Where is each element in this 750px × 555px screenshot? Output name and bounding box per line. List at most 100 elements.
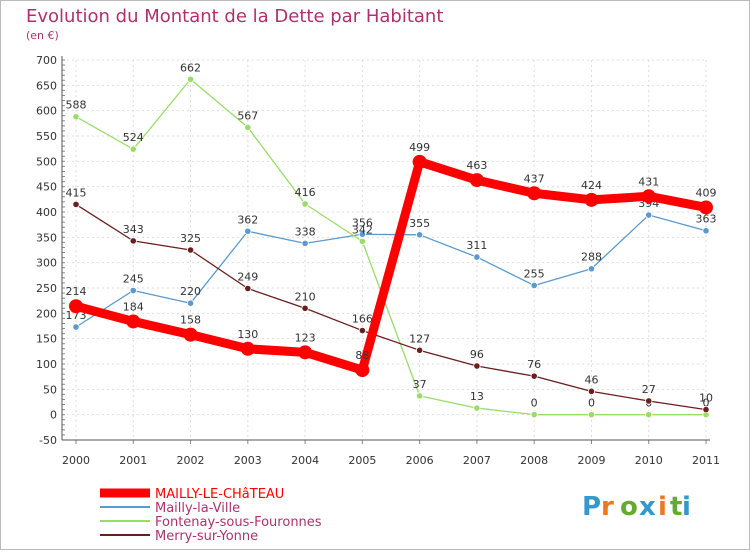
plot-area: -500501001502002503003504004505005506006… (36, 54, 720, 467)
data-point (72, 323, 80, 331)
x-tick-label: 2007 (463, 454, 491, 467)
logo-letter: i (658, 492, 667, 522)
data-label: 409 (696, 186, 717, 199)
data-label: 214 (66, 285, 87, 298)
y-tick-label: -50 (39, 434, 57, 447)
series-line (75, 214, 707, 328)
data-label: 158 (180, 314, 201, 327)
data-point (244, 284, 252, 293)
data-point (527, 186, 542, 201)
legend-label: MAILLY-LE-CHâTEAU (155, 487, 284, 502)
data-label: 325 (180, 232, 201, 245)
data-point (358, 326, 366, 335)
logo-letter: r (601, 492, 614, 522)
data-label: 37 (413, 378, 427, 391)
logo-letter: P (582, 492, 601, 522)
y-tick-label: 300 (36, 257, 57, 270)
data-label: 76 (527, 358, 541, 371)
data-label: 499 (409, 141, 430, 154)
data-label: 27 (642, 383, 656, 396)
series-line (75, 78, 707, 416)
data-label: 96 (470, 348, 484, 361)
legend: MAILLY-LE-CHâTEAUMailly-la-VilleFontenay… (100, 487, 322, 544)
data-label: 524 (123, 131, 144, 144)
data-label: 210 (295, 290, 316, 303)
data-point (240, 341, 255, 356)
data-point (358, 230, 366, 238)
data-point (530, 372, 538, 380)
chart-subtitle: (en €) (26, 29, 59, 42)
data-point (355, 363, 370, 378)
data-point (186, 75, 195, 83)
data-label: 255 (524, 267, 545, 280)
data-label: 424 (581, 179, 602, 192)
series-line (75, 203, 707, 411)
y-tick-label: 50 (43, 383, 57, 396)
data-label: 88 (355, 349, 369, 362)
y-tick-label: 150 (36, 333, 57, 346)
data-label: 184 (123, 300, 144, 313)
logo-letter: t (670, 492, 682, 522)
x-tick-label: 2008 (520, 454, 548, 467)
data-label: 463 (466, 159, 487, 172)
x-tick-label: 2006 (406, 454, 434, 467)
data-label: 249 (237, 271, 258, 284)
y-tick-label: 100 (36, 358, 57, 371)
legend-label: Merry-sur-Yonne (155, 529, 258, 544)
data-point (645, 411, 653, 419)
data-point (473, 404, 481, 412)
x-tick-label: 2011 (692, 454, 720, 467)
x-tick-label: 2000 (62, 454, 90, 467)
data-label: 0 (588, 397, 595, 410)
data-point (126, 314, 141, 329)
data-point (298, 345, 313, 360)
data-point (702, 227, 710, 235)
data-point (358, 237, 366, 245)
y-tick-label: 250 (36, 282, 57, 295)
data-point (584, 192, 599, 207)
y-tick-label: 650 (36, 79, 57, 92)
data-label: 355 (409, 217, 430, 230)
y-tick-label: 200 (36, 307, 57, 320)
legend-label: Fontenay-sous-Fouronnes (155, 515, 322, 530)
data-label: 46 (584, 373, 598, 386)
data-point (183, 327, 198, 342)
data-label: 343 (123, 223, 144, 236)
series-line (71, 157, 711, 375)
data-label: 220 (180, 285, 201, 298)
data-point (416, 346, 424, 354)
data-point (129, 145, 137, 153)
data-label: 431 (638, 175, 659, 188)
data-point (530, 411, 538, 419)
x-tick-label: 2005 (348, 454, 376, 467)
data-point (244, 123, 252, 131)
y-tick-label: 600 (36, 105, 57, 118)
data-label: 0 (703, 397, 710, 410)
data-label: 588 (66, 99, 87, 112)
data-label: 437 (524, 172, 545, 185)
y-tick-label: 0 (50, 409, 57, 422)
legend-label: Mailly-la-Ville (155, 501, 240, 516)
data-label: 338 (295, 225, 316, 238)
data-point (129, 237, 137, 245)
data-point (416, 392, 424, 400)
data-label: 415 (66, 186, 87, 199)
data-point (416, 231, 424, 239)
logo-letter: x (639, 492, 656, 522)
x-tick-label: 2003 (234, 454, 262, 467)
data-label: 567 (237, 109, 258, 122)
data-point (641, 189, 656, 204)
data-label: 10 (699, 392, 713, 405)
data-point (412, 154, 427, 169)
x-tick-label: 2002 (177, 454, 205, 467)
y-tick-label: 350 (36, 231, 57, 244)
data-label: 245 (123, 273, 144, 286)
data-label: 288 (581, 251, 602, 264)
data-label: 13 (470, 390, 484, 403)
data-point (301, 304, 309, 312)
logo-letter: o (620, 492, 638, 522)
data-point (301, 200, 309, 208)
